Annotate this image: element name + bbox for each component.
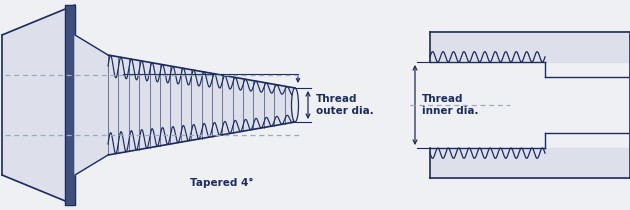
- Polygon shape: [65, 5, 75, 205]
- Text: Thread
outer dia.: Thread outer dia.: [316, 94, 374, 116]
- Text: Thread
inner dia.: Thread inner dia.: [422, 94, 479, 116]
- Polygon shape: [2, 5, 75, 205]
- Polygon shape: [545, 77, 630, 133]
- Polygon shape: [430, 148, 630, 178]
- Polygon shape: [430, 62, 545, 148]
- Text: Tapered 4°: Tapered 4°: [190, 178, 254, 188]
- Polygon shape: [108, 55, 295, 155]
- Ellipse shape: [292, 88, 299, 122]
- Polygon shape: [75, 35, 108, 175]
- Polygon shape: [430, 32, 630, 62]
